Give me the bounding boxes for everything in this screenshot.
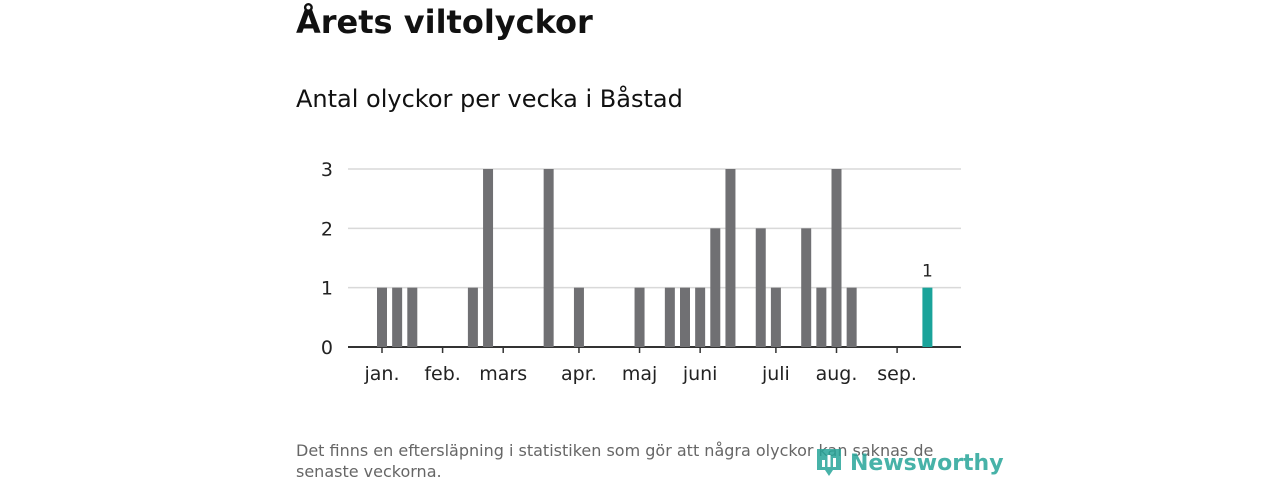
x-tick-label: jan. [363,363,399,385]
newsworthy-logo-icon [817,449,841,476]
y-tick-label: 3 [321,159,333,181]
bar [695,287,706,347]
brand-name: Newsworthy [850,450,1004,476]
bar [846,287,857,347]
x-tick-label: sep. [877,363,917,385]
bar [755,228,766,347]
bar [407,287,418,347]
bar [710,228,721,347]
data-label: 1 [922,262,933,282]
chart-subtitle: Antal olyckor per vecka i Båstad [296,85,683,113]
bar [664,287,675,347]
x-tick-label: feb. [424,363,460,385]
chart-title: Årets viltolyckor [296,3,593,41]
y-tick-label: 0 [321,337,333,359]
labels: 0 1 2 3 1 jan. feb. mars apr. maj juni juli aug. sep. [321,159,933,385]
bar [483,169,494,347]
bar [377,287,387,347]
x-tick-label: mars [479,363,527,385]
bar [725,169,736,347]
bar [801,228,812,347]
bar [392,287,403,347]
bar [634,287,645,347]
bar-chart: 0 1 2 3 1 jan. feb. mars apr. maj juni juli aug. sep. [321,159,961,385]
bar [573,287,584,347]
x-tick-label: aug. [816,363,858,385]
x-tick-label: maj [622,363,657,385]
highlight-bar [922,287,933,347]
bar [543,169,554,347]
x-tick-label: apr. [561,363,597,385]
bar [831,169,842,347]
x-tick-label: juli [761,363,790,385]
bar [816,287,827,347]
bar [770,287,781,347]
x-tick-label: juni [682,363,718,385]
grid-lines [348,168,961,353]
bars [377,169,933,347]
y-tick-label: 1 [321,278,333,300]
footnote: Det finns en eftersläpning i statistiken… [296,441,934,481]
brand-logo[interactable]: Newsworthy [814,446,1004,480]
y-tick-label: 2 [321,218,333,240]
bar [467,287,478,347]
bar [680,287,690,347]
